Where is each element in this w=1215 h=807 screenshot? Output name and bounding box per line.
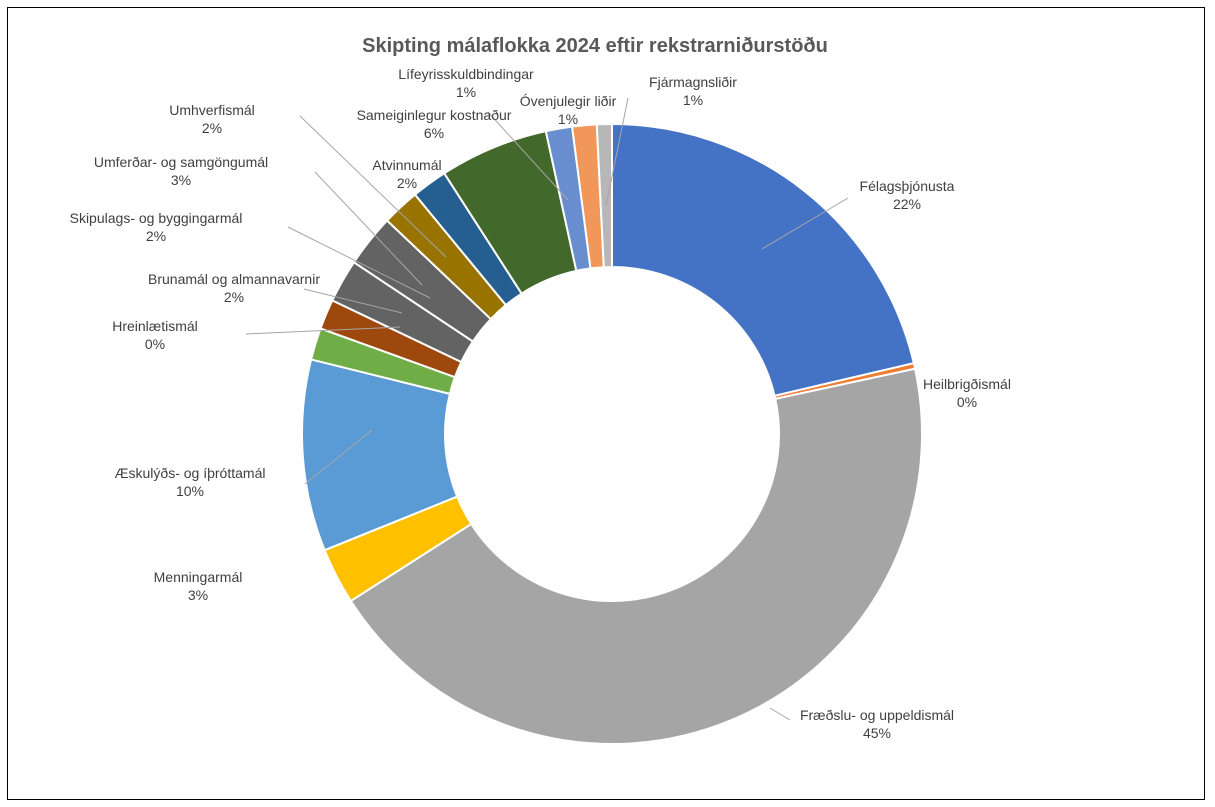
leader-line-lifeyrisskuldbindingar bbox=[487, 111, 569, 201]
leader-line-fjarmagnsli-ir bbox=[605, 97, 629, 207]
value-label-hreinl-tismal: 0% bbox=[145, 336, 165, 352]
leader-line-skipulags-og-byggingarmal bbox=[287, 226, 431, 299]
slices-group bbox=[301, 122, 923, 745]
value-label-heilbrig-ismal: 0% bbox=[957, 394, 977, 410]
slice-fjarmagnsli-ir bbox=[595, 122, 613, 269]
leader-line-umhverfismal bbox=[299, 115, 447, 258]
value-label-sameiginlegur-kostna-ur: 6% bbox=[424, 125, 444, 141]
leader-line-felags-jonusta bbox=[761, 197, 849, 250]
value-label-umhverfismal: 2% bbox=[202, 120, 222, 136]
value-label-brunamal-og-almannavarnir: 2% bbox=[224, 289, 244, 305]
leader-line-brunamal-og-almannavarnir bbox=[303, 288, 403, 314]
category-label-sameiginlegur-kostna-ur: Sameiginlegur kostnaður bbox=[357, 107, 512, 123]
category-label-hreinl-tismal: Hreinlætismál bbox=[112, 318, 198, 334]
leader-line-umfer-ar-og-samgongumal bbox=[314, 171, 423, 286]
category-label-felags-jonusta: Félagsþjónusta bbox=[860, 178, 955, 194]
category-label-umhverfismal: Umhverfismál bbox=[169, 102, 255, 118]
leader-line-skuly-s-og-i-rottamal bbox=[304, 429, 373, 485]
chart-title: Skipting málaflokka 2024 eftir rekstrarn… bbox=[362, 35, 828, 57]
category-label-fjarmagnsli-ir: Fjármagnsliðir bbox=[649, 74, 737, 90]
leader-line-hreinl-tismal bbox=[245, 326, 401, 335]
slice-fr-slu-og-uppeldismal bbox=[349, 367, 923, 745]
value-label-fr-slu-og-uppeldismal: 45% bbox=[863, 725, 891, 741]
category-label-menningarmal: Menningarmál bbox=[154, 569, 243, 585]
category-label-ovenjulegir-li-ir: Óvenjulegir liðir bbox=[520, 93, 617, 109]
slice-felags-jonusta bbox=[611, 122, 916, 398]
category-label-umfer-ar-og-samgongumal: Umferðar- og samgöngumál bbox=[94, 154, 268, 170]
category-label-skipulags-og-byggingarmal: Skipulags- og byggingarmál bbox=[70, 210, 243, 226]
value-label-fjarmagnsli-ir: 1% bbox=[683, 92, 703, 108]
value-label-skuly-s-og-i-rottamal: 10% bbox=[176, 483, 204, 499]
value-label-skipulags-og-byggingarmal: 2% bbox=[146, 228, 166, 244]
value-label-atvinnumal: 2% bbox=[397, 175, 417, 191]
value-label-lifeyrisskuldbindingar: 1% bbox=[456, 84, 476, 100]
labels-group: Félagsþjónusta 22% Heilbrigðismál 0% Fræðslu… bbox=[70, 66, 1011, 741]
category-label-brunamal-og-almannavarnir: Brunamál og almannavarnir bbox=[148, 271, 320, 287]
category-label-atvinnumal: Atvinnumál bbox=[372, 157, 441, 173]
leader-line-fr-slu-og-uppeldismal bbox=[769, 707, 791, 721]
category-label-skuly-s-og-i-rottamal: Æskulýðs- og íþróttamál bbox=[115, 465, 266, 481]
leader-lines-group bbox=[245, 97, 849, 721]
value-label-felags-jonusta: 22% bbox=[893, 196, 921, 212]
category-label-lifeyrisskuldbindingar: Lífeyrisskuldbindingar bbox=[398, 66, 534, 82]
value-label-menningarmal: 3% bbox=[188, 587, 208, 603]
category-label-heilbrig-ismal: Heilbrigðismál bbox=[923, 376, 1011, 392]
value-label-ovenjulegir-li-ir: 1% bbox=[558, 111, 578, 127]
category-label-fr-slu-og-uppeldismal: Fræðslu- og uppeldismál bbox=[800, 707, 954, 723]
value-label-umfer-ar-og-samgongumal: 3% bbox=[171, 172, 191, 188]
